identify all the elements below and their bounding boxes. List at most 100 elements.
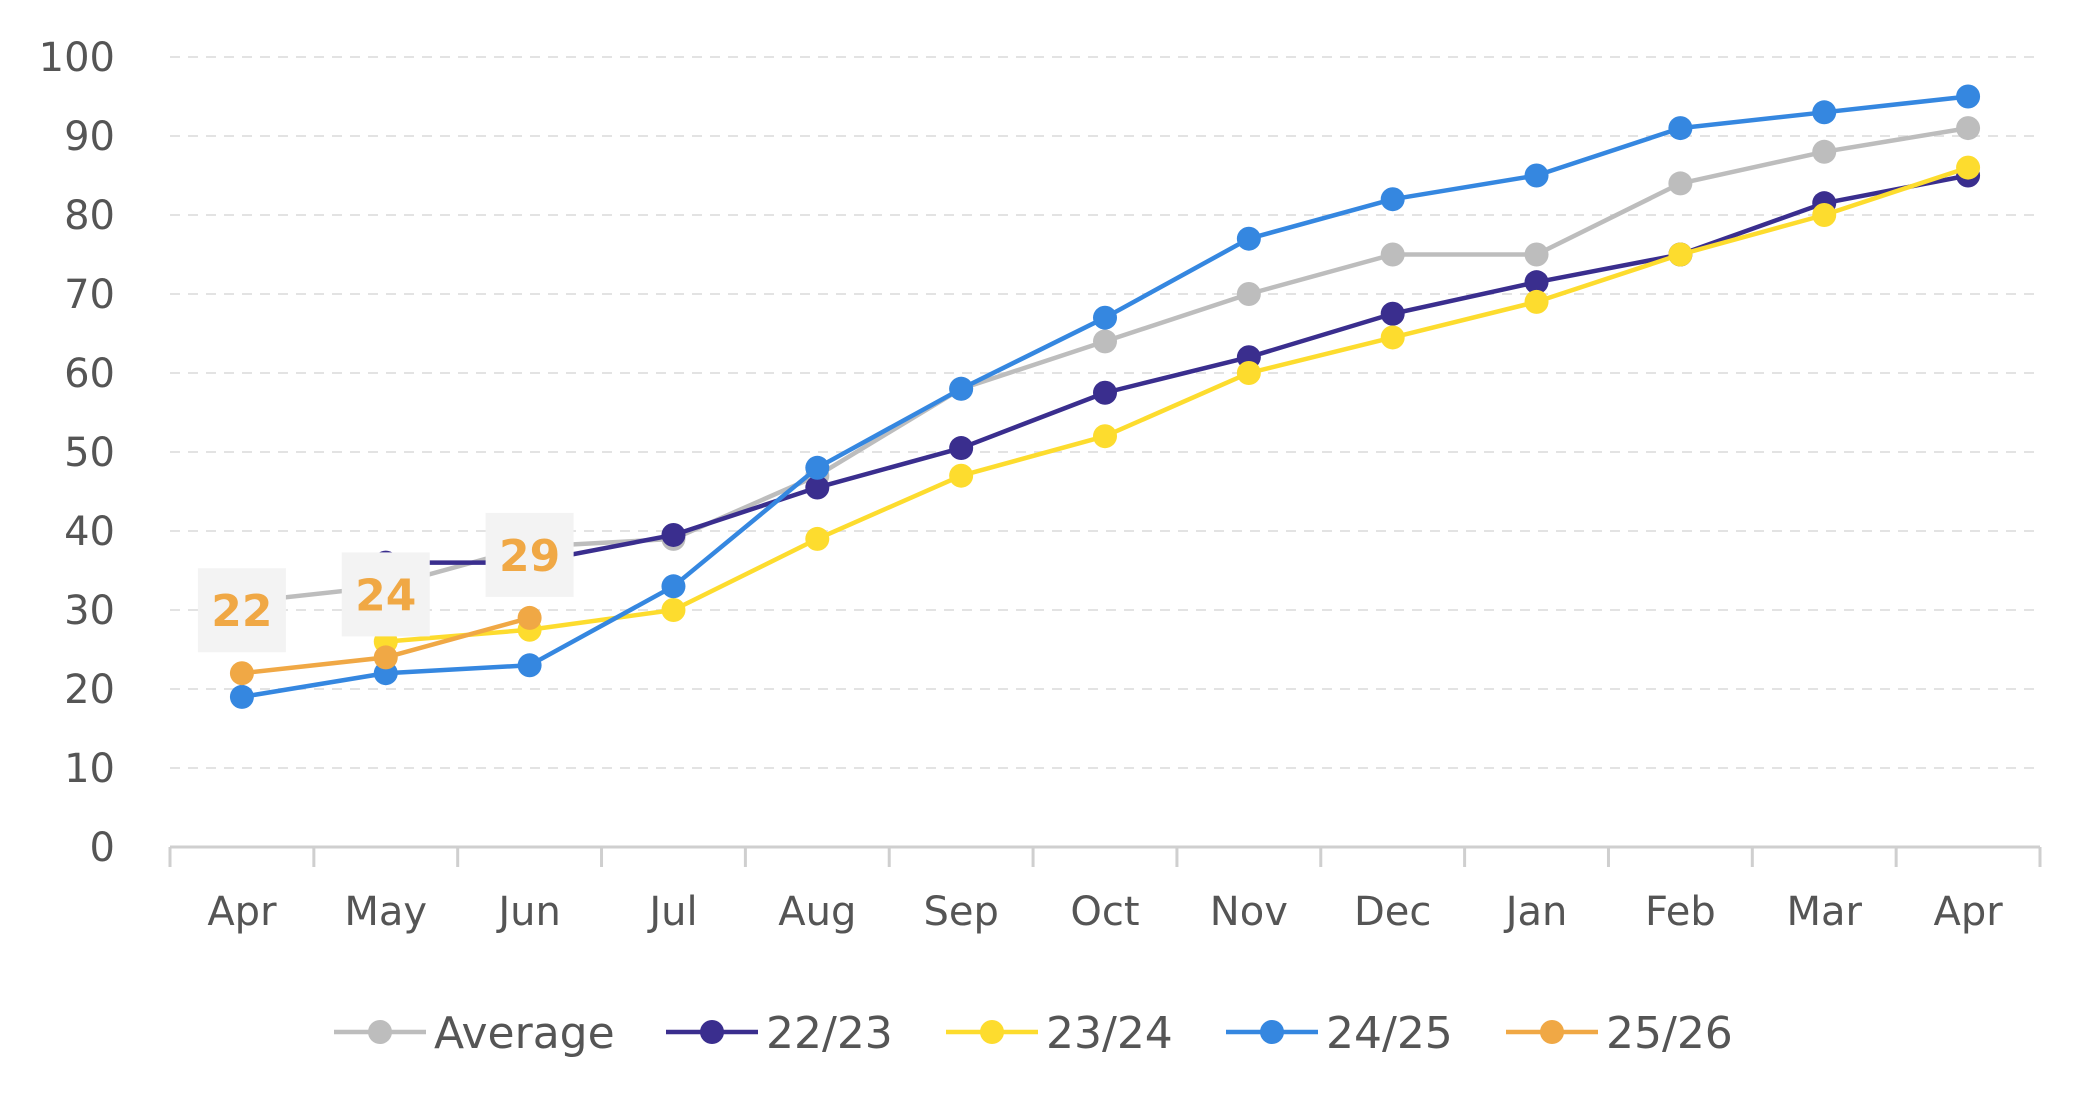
data-point [805,526,830,551]
legend-swatch-marker [700,1020,724,1044]
series-23-24 [373,155,1981,654]
data-point [661,522,686,547]
data-point [1236,226,1261,251]
data-label-text: 24 [355,570,416,621]
legend-swatch-marker [1540,1020,1564,1044]
legend-item-25-26: 25/26 [1506,1008,1733,1059]
data-point [1956,116,1981,141]
y-tick-label: 20 [64,667,115,713]
data-point [517,605,542,630]
y-tick-label: 100 [39,35,115,81]
data-point [1524,163,1549,188]
legend-item-24-25: 24/25 [1226,1008,1453,1059]
data-point [949,376,974,401]
data-point [1093,305,1117,330]
data-label-text: 29 [499,531,560,582]
data-point [661,598,686,622]
series-layer [229,84,1981,709]
data-point [229,661,254,686]
data-point [1236,361,1261,385]
legend-swatch-marker [368,1020,392,1044]
data-label-text: 22 [211,586,272,637]
legend-item-Average: Average [334,1008,615,1059]
series-24-25 [229,84,1981,709]
data-point [1093,329,1117,354]
y-tick-label: 60 [64,351,115,397]
x-tick-label: Dec [1354,889,1431,935]
data-point [1812,203,1837,227]
data-point [1812,139,1837,164]
x-tick-labels: Apr May Jun Jul Aug Sep Oct Nov Dec Jan Feb Mar Apr [207,889,2003,935]
y-tick-label: 50 [64,430,115,476]
legend-label: Average [434,1008,615,1059]
data-point [1956,84,1981,109]
data-point [805,455,830,480]
data-labels: 22 24 29 [197,512,574,653]
x-tick-label: Sep [923,889,998,935]
legend: Average 22/23 23/24 24/25 25/26 [334,1008,1733,1059]
data-point [1093,424,1117,449]
data-point [1524,242,1549,267]
data-point [1380,187,1405,212]
x-tick-label: Apr [1933,889,2003,935]
y-tick-label: 10 [64,746,115,792]
data-point [1668,171,1693,196]
x-tick-label: Feb [1645,889,1716,935]
legend-item-22-23: 22/23 [666,1008,893,1059]
x-tick-label: Nov [1210,889,1288,935]
data-point [1524,289,1549,314]
data-point [949,463,974,488]
series-line [383,173,1971,565]
x-tick-label: Aug [778,889,856,935]
y-tick-label: 0 [90,825,115,871]
data-point [1380,325,1405,350]
data-label: 29 [485,512,574,597]
data-point [1524,270,1549,295]
gridlines [170,56,2040,769]
data-point [1956,155,1981,180]
y-tick-label: 70 [64,272,115,318]
axes [168,845,2042,867]
x-tick-label: Jul [646,889,697,935]
data-label-box [485,512,574,597]
x-tick-label: May [344,889,427,935]
data-point [1668,242,1693,267]
data-point [1812,100,1837,125]
data-point [661,574,686,599]
legend-swatch-marker [980,1020,1004,1044]
data-point [517,653,542,678]
data-point [373,645,398,670]
data-point [1668,116,1693,141]
x-tick-label: Oct [1070,889,1139,935]
data-point [229,684,254,709]
data-point [949,436,974,461]
data-label: 24 [341,552,430,637]
data-label: 22 [197,568,286,653]
data-point [1380,242,1405,267]
y-tick-label: 30 [64,588,115,634]
data-point [1380,301,1405,326]
y-tick-label: 40 [64,509,115,555]
legend-swatch-marker [1260,1020,1284,1044]
y-tick-label: 80 [64,193,115,239]
data-label-box [197,568,286,653]
data-point [1236,282,1261,306]
series-22-23 [373,163,1981,575]
series-line [383,165,1971,644]
x-tick-label: Apr [207,889,277,935]
x-tick-label: Jun [495,889,561,935]
legend-label: 25/26 [1606,1008,1733,1059]
data-point [1093,380,1117,405]
series-25-26 [229,605,542,686]
data-point [805,475,830,500]
x-tick-label: Jan [1503,889,1568,935]
x-tick-label: Mar [1786,889,1862,935]
y-tick-label: 90 [64,114,115,160]
y-tick-labels: 0 10 20 30 40 50 60 70 80 90 100 [39,35,115,871]
data-label-box [341,552,430,637]
legend-label: 23/24 [1046,1008,1173,1059]
legend-item-23-24: 23/24 [946,1008,1173,1059]
legend-label: 22/23 [766,1008,893,1059]
legend-label: 24/25 [1326,1008,1453,1059]
